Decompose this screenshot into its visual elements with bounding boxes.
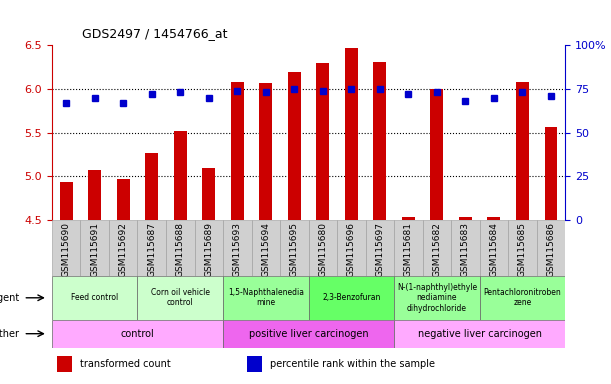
Bar [316, 63, 329, 220]
Bar [459, 217, 472, 220]
Bar [394, 320, 565, 348]
Bar [309, 276, 394, 320]
Bar [117, 179, 130, 220]
Bar [60, 182, 73, 220]
Bar [52, 320, 223, 348]
Bar [480, 276, 565, 320]
Bar [137, 276, 223, 320]
Text: GSM115693: GSM115693 [233, 222, 242, 277]
Bar [430, 89, 443, 220]
Bar [166, 220, 194, 276]
Text: GSM115695: GSM115695 [290, 222, 299, 277]
Text: Feed control: Feed control [71, 293, 119, 302]
Bar [337, 220, 365, 276]
Bar [109, 220, 137, 276]
Bar [373, 62, 386, 220]
Text: N-(1-naphthyl)ethyle
nediamine
dihydrochloride: N-(1-naphthyl)ethyle nediamine dihydroch… [397, 283, 477, 313]
Bar [174, 131, 187, 220]
Bar [223, 276, 309, 320]
Bar [52, 276, 137, 320]
Bar [231, 82, 244, 220]
Bar [137, 220, 166, 276]
Bar [394, 220, 423, 276]
Text: positive liver carcinogen: positive liver carcinogen [249, 329, 368, 339]
Bar [516, 82, 529, 220]
Text: GDS2497 / 1454766_at: GDS2497 / 1454766_at [82, 26, 228, 40]
Text: 2,3-Benzofuran: 2,3-Benzofuran [322, 293, 381, 302]
Bar [365, 220, 394, 276]
Bar [223, 220, 252, 276]
Text: GSM115691: GSM115691 [90, 222, 99, 277]
Bar [223, 320, 394, 348]
Text: GSM115689: GSM115689 [204, 222, 213, 277]
Bar [544, 127, 557, 220]
Text: Pentachloronitroben
zene: Pentachloronitroben zene [483, 288, 562, 308]
Bar [280, 220, 309, 276]
Text: 1,5-Naphthalenedia
mine: 1,5-Naphthalenedia mine [228, 288, 304, 308]
Bar [81, 220, 109, 276]
Bar [309, 220, 337, 276]
Text: GSM115687: GSM115687 [147, 222, 156, 277]
Text: GSM115685: GSM115685 [518, 222, 527, 277]
Text: GSM115694: GSM115694 [262, 222, 270, 276]
Text: agent: agent [0, 293, 20, 303]
Bar [288, 73, 301, 220]
Text: GSM115690: GSM115690 [62, 222, 71, 277]
Bar [480, 220, 508, 276]
Bar [394, 276, 480, 320]
Text: GSM115697: GSM115697 [375, 222, 384, 277]
Text: negative liver carcinogen: negative liver carcinogen [418, 329, 541, 339]
Bar [423, 220, 451, 276]
Bar [57, 356, 73, 372]
Bar [402, 217, 415, 220]
Text: GSM115692: GSM115692 [119, 222, 128, 276]
Text: percentile rank within the sample: percentile rank within the sample [270, 359, 435, 369]
Bar [194, 220, 223, 276]
Text: GSM115680: GSM115680 [318, 222, 327, 277]
Bar [508, 220, 536, 276]
Bar [52, 220, 81, 276]
Text: GSM115696: GSM115696 [347, 222, 356, 277]
Text: GSM115682: GSM115682 [433, 222, 441, 276]
Text: transformed count: transformed count [80, 359, 171, 369]
Text: GSM115683: GSM115683 [461, 222, 470, 277]
Bar [202, 169, 215, 220]
Bar [89, 170, 101, 220]
Text: GSM115681: GSM115681 [404, 222, 413, 277]
Bar [536, 220, 565, 276]
Text: other: other [0, 329, 20, 339]
Bar [345, 48, 357, 220]
Text: control: control [120, 329, 155, 339]
Text: GSM115688: GSM115688 [176, 222, 185, 277]
Bar [488, 217, 500, 220]
Bar [252, 220, 280, 276]
Text: GSM115686: GSM115686 [546, 222, 555, 277]
Bar [247, 356, 262, 372]
Text: GSM115684: GSM115684 [489, 222, 499, 276]
Bar [145, 153, 158, 220]
Bar [451, 220, 480, 276]
Bar [260, 83, 273, 220]
Text: Corn oil vehicle
control: Corn oil vehicle control [151, 288, 210, 308]
